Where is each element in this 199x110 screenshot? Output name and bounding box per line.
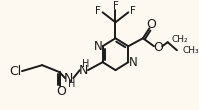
Text: N: N (79, 64, 88, 77)
Text: F: F (130, 6, 136, 16)
Text: N: N (64, 72, 73, 85)
Text: O: O (146, 18, 156, 31)
Text: N: N (94, 40, 102, 53)
Text: N: N (129, 56, 137, 69)
Text: CH₂: CH₂ (171, 35, 188, 44)
Text: H: H (82, 59, 90, 69)
Text: F: F (113, 1, 118, 11)
Text: O: O (57, 85, 66, 98)
Text: H: H (68, 79, 75, 89)
Text: Cl: Cl (10, 65, 22, 78)
Text: CH₃: CH₃ (182, 46, 199, 55)
Text: O: O (154, 41, 164, 54)
Text: F: F (95, 6, 101, 16)
